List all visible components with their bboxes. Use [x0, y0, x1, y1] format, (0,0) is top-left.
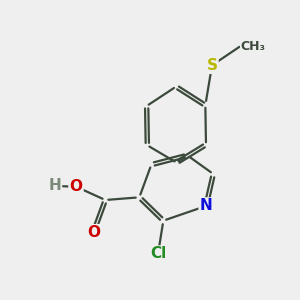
Text: O: O [70, 179, 83, 194]
Text: S: S [206, 58, 218, 73]
Text: O: O [87, 225, 100, 240]
Text: Cl: Cl [150, 247, 166, 262]
Text: CH₃: CH₃ [241, 40, 266, 52]
Text: H: H [48, 178, 61, 194]
Text: N: N [200, 199, 212, 214]
